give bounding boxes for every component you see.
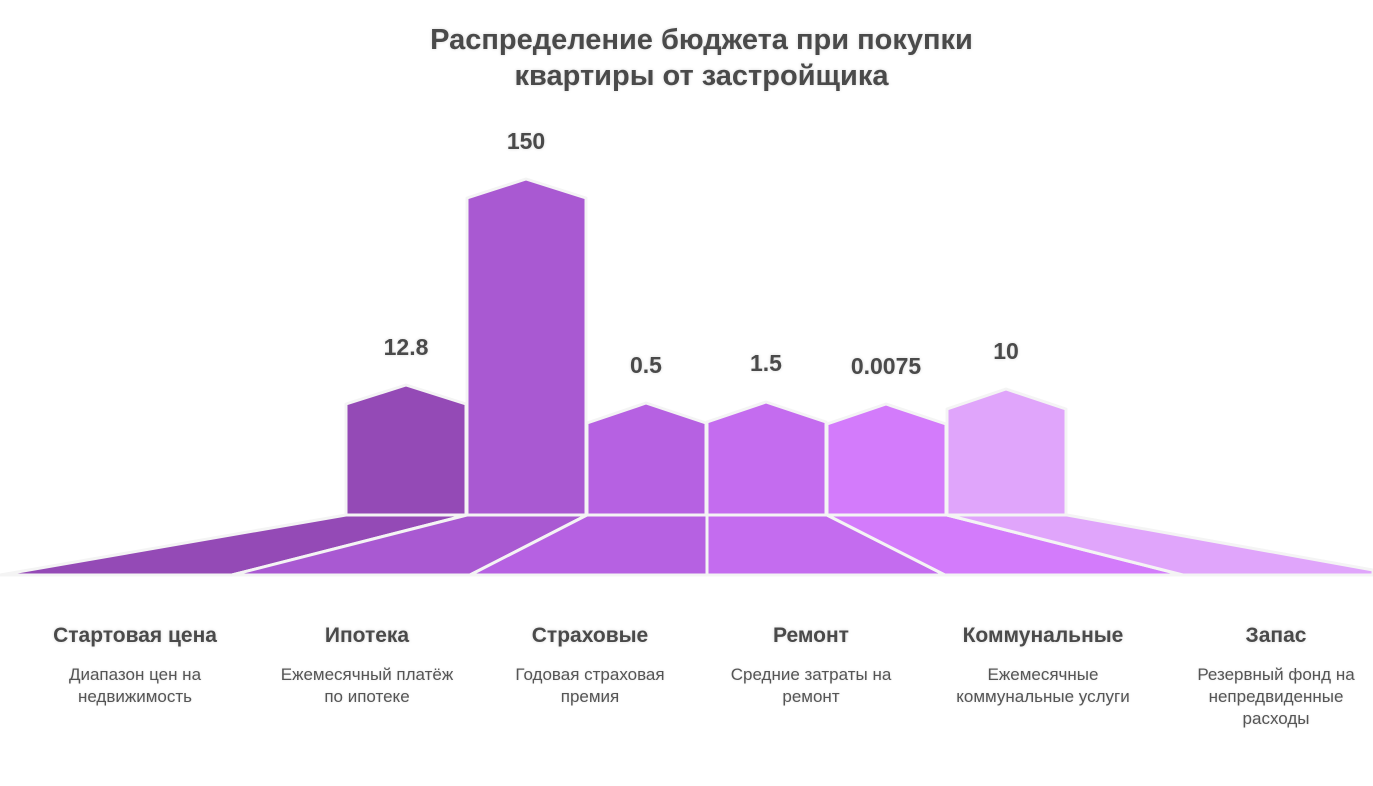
chart-title: Распределение бюджета при покупки кварти… [0,22,1373,94]
category-description: Ежемесячный платёж по ипотеке [252,664,482,708]
category-start-price: Стартовая цена Диапазон цен на недвижимо… [20,622,250,708]
description-line: расходы [1242,709,1310,728]
category-title: Страховые [531,624,649,647]
category-title: Запас [1245,624,1307,647]
description-line: Ежемесячные [987,665,1099,684]
bar-mortgage [465,177,588,517]
category-description: Годовая страховая премия [475,664,705,708]
description-line: Ежемесячный платёж [280,665,454,684]
value-label-repair: 1.5 [750,350,782,376]
description-line: Средние затраты на [730,665,892,684]
category-description: Средние затраты на ремонт [696,664,926,708]
value-label-insurance: 0.5 [630,352,662,378]
category-reserve: Запас Резервный фонд на непредвиденные р… [1161,622,1373,730]
value-label-utilities: 0.0075 [850,353,922,379]
value-label-start-price: 12.8 [383,334,429,360]
category-insurance: Страховые Годовая страховая премия [475,622,705,708]
category-utilities: Коммунальные Ежемесячные коммунальные ус… [928,622,1158,708]
description-line: коммунальные услуги [956,687,1130,706]
description-line: Годовая страховая [515,665,665,684]
description-line: Резервный фонд на [1197,665,1355,684]
category-description: Диапазон цен на недвижимость [20,664,250,708]
description-line: по ипотеке [324,687,410,706]
value-label-mortgage: 150 [506,128,546,154]
category-description: Резервный фонд на непредвиденные расходы [1161,664,1373,730]
description-line: недвижимость [77,687,193,706]
category-title: Ипотека [324,624,410,647]
category-title: Ремонт [773,624,849,647]
chart-title-line-1: Распределение бюджета при покупки [430,24,973,56]
category-title: Стартовая цена [53,624,217,647]
description-line: премия [560,687,620,706]
bar-reserve [945,387,1068,517]
category-repair: Ремонт Средние затраты на ремонт [696,622,926,708]
bar-start-price [344,383,468,517]
category-title: Коммунальные [962,624,1124,647]
description-line: непредвиденные [1208,687,1344,706]
chart-title-line-2: квартиры от застройщика [514,60,889,92]
bar-utilities [825,402,948,517]
description-line: ремонт [782,687,840,706]
value-label-reserve: 10 [993,338,1019,364]
bar-repair [705,400,828,517]
description-line: Диапазон цен на [68,665,202,684]
category-description: Ежемесячные коммунальные услуги [928,664,1158,708]
bar-insurance [585,401,708,517]
category-mortgage: Ипотека Ежемесячный платёж по ипотеке [252,622,482,708]
